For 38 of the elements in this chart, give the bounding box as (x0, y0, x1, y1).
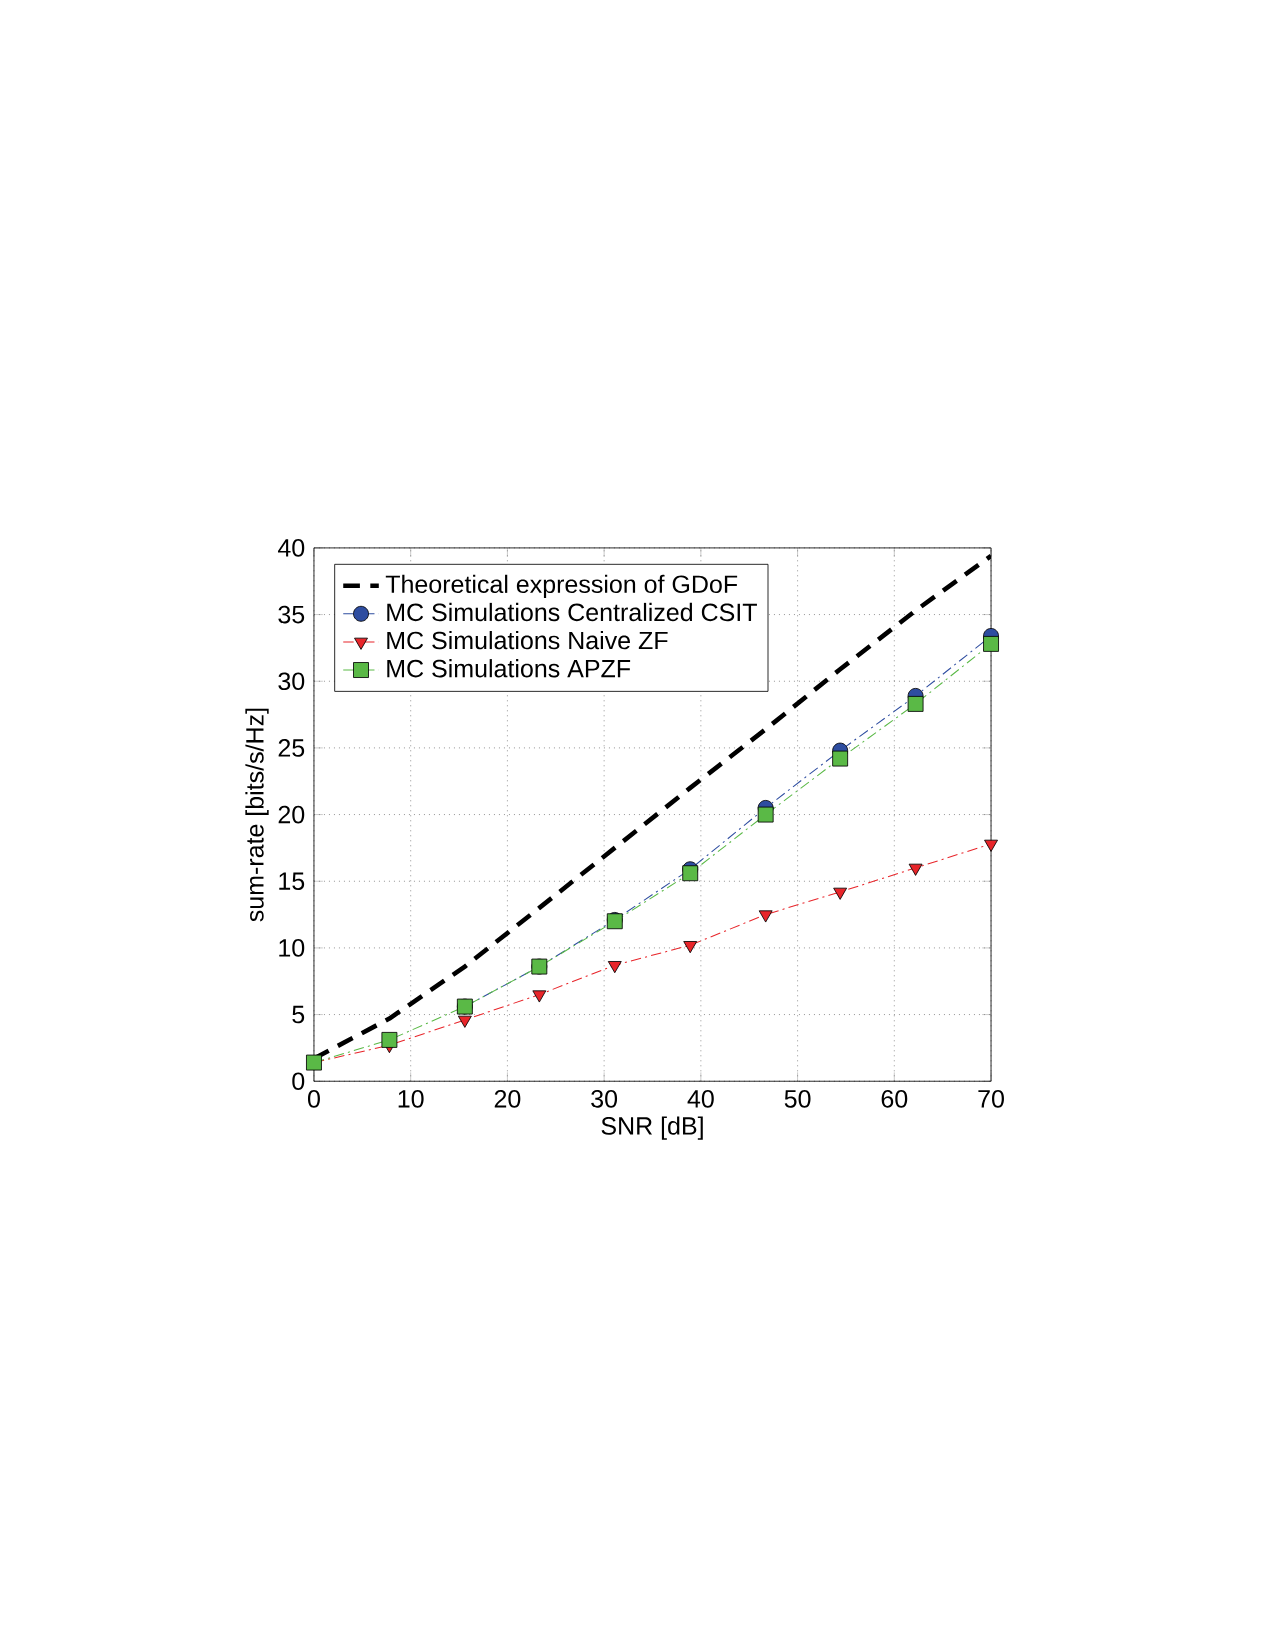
point (607, 961, 622, 974)
point (682, 865, 699, 882)
y-axis-title: sum-rate [bits/s/Hz] (245, 708, 269, 922)
y-tick-label: 20 (278, 805, 305, 824)
x-tick-label: 60 (881, 1090, 908, 1108)
legend-label: MC Simulations Centralized CSIT (387, 602, 757, 622)
point (833, 887, 848, 900)
legend-label: MC Simulations APZF (387, 659, 631, 678)
point (757, 806, 774, 823)
x-tick-label: 30 (591, 1090, 618, 1108)
point (683, 941, 698, 954)
y-tick-label: 30 (278, 672, 305, 691)
legend-label: MC Simulations Naive ZF (387, 630, 668, 650)
x-tick-label: 50 (784, 1090, 811, 1108)
y-tick-label: 35 (278, 605, 305, 624)
point (758, 910, 773, 923)
y-tick-label: 0 (292, 1072, 305, 1091)
y-tick-label: 10 (279, 939, 305, 957)
y-tick-label: 5 (292, 1005, 305, 1024)
x-tick-label: 10 (398, 1090, 424, 1108)
y-tick-label: 25 (278, 739, 305, 757)
y-tick-label: 40 (277, 539, 305, 557)
x-tick-label: 40 (687, 1090, 714, 1108)
y-tick-label: 15 (279, 872, 305, 890)
legend-label: Theoretical expression of GDoF (385, 574, 738, 599)
x-axis-title: SNR [dB] (601, 1116, 703, 1140)
x-tick-label: 70 (978, 1090, 1004, 1108)
point (457, 1015, 472, 1028)
point (532, 990, 547, 1003)
point (984, 839, 998, 852)
point (908, 863, 923, 876)
point (832, 750, 849, 767)
point (983, 635, 999, 652)
point (907, 695, 924, 712)
x-tick-label: 20 (494, 1090, 521, 1108)
x-tick-label: 0 (307, 1090, 320, 1108)
point (381, 1031, 398, 1048)
point (306, 1054, 322, 1071)
